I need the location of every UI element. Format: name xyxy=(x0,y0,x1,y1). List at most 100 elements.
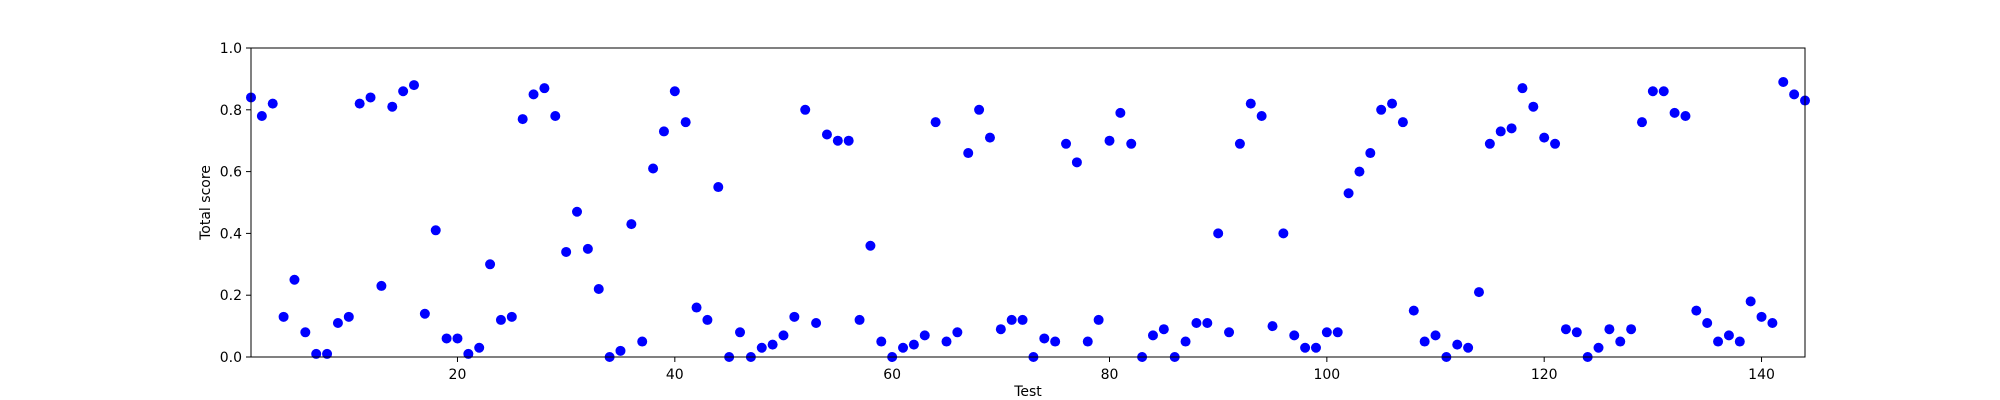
data-point xyxy=(1050,336,1061,347)
data-point xyxy=(1180,336,1191,347)
data-point xyxy=(713,182,724,193)
data-point xyxy=(1604,324,1615,335)
data-point xyxy=(1506,123,1517,134)
data-point xyxy=(1093,314,1104,325)
data-point xyxy=(1234,138,1245,149)
data-point xyxy=(474,342,485,353)
data-point xyxy=(550,110,561,121)
x-axis-label: Test xyxy=(1013,384,1042,400)
data-point xyxy=(789,311,800,322)
data-point xyxy=(1593,342,1604,353)
data-point xyxy=(1560,324,1571,335)
data-point xyxy=(821,129,832,140)
data-point xyxy=(441,333,452,344)
data-point xyxy=(963,148,974,159)
data-point xyxy=(865,240,876,251)
data-point xyxy=(1626,324,1637,335)
x-tick-label: 100 xyxy=(1313,367,1340,383)
data-point xyxy=(680,117,691,128)
data-point xyxy=(1571,327,1582,338)
data-point xyxy=(311,348,322,359)
data-point xyxy=(658,126,669,137)
data-point xyxy=(1191,318,1202,329)
data-point xyxy=(1539,132,1550,143)
data-point xyxy=(300,327,311,338)
data-point xyxy=(1636,117,1647,128)
data-point xyxy=(1213,228,1224,239)
data-point xyxy=(1158,324,1169,335)
data-point xyxy=(1376,104,1387,115)
data-point xyxy=(876,336,887,347)
data-point xyxy=(278,311,289,322)
data-point xyxy=(365,92,376,103)
axis-ticks: 20 40 60 80 100 120 140 0.0 0.2 0.4 0.6 0.8 1.0 xyxy=(220,41,1775,383)
x-tick-label: 40 xyxy=(666,367,684,383)
data-point xyxy=(1430,330,1441,341)
data-point xyxy=(1484,138,1495,149)
data-point xyxy=(1017,314,1028,325)
data-point xyxy=(1397,117,1408,128)
data-point xyxy=(1321,327,1332,338)
y-tick-label: 0.8 xyxy=(220,103,242,119)
data-point xyxy=(332,318,343,329)
data-point xyxy=(800,104,811,115)
data-point xyxy=(398,86,409,97)
y-tick-label: 0.0 xyxy=(220,350,242,366)
data-point xyxy=(582,243,593,254)
data-point xyxy=(952,327,963,338)
data-point xyxy=(495,314,506,325)
data-point xyxy=(593,284,604,295)
data-points xyxy=(246,76,1810,362)
data-point xyxy=(637,336,648,347)
data-point xyxy=(1408,305,1419,316)
x-tick-label: 20 xyxy=(449,367,467,383)
data-point xyxy=(409,80,420,91)
data-point xyxy=(1691,305,1702,316)
data-point xyxy=(626,219,637,230)
data-point xyxy=(1365,148,1376,159)
data-point xyxy=(256,110,267,121)
data-point xyxy=(419,308,430,319)
data-point xyxy=(322,348,333,359)
data-point xyxy=(1495,126,1506,137)
data-point xyxy=(1463,342,1474,353)
data-point xyxy=(669,86,680,97)
data-point xyxy=(1061,138,1072,149)
data-point xyxy=(1713,336,1724,347)
data-point xyxy=(1658,86,1669,97)
data-point xyxy=(1669,107,1680,118)
data-point xyxy=(1104,135,1115,146)
data-point xyxy=(1680,110,1691,121)
data-point xyxy=(778,330,789,341)
data-point xyxy=(1756,311,1767,322)
data-point xyxy=(452,333,463,344)
y-tick-label: 0.2 xyxy=(220,288,242,304)
data-point xyxy=(908,339,919,350)
data-point xyxy=(539,83,550,94)
data-point xyxy=(1702,318,1713,329)
y-tick-label: 1.0 xyxy=(220,41,242,57)
data-point xyxy=(702,314,713,325)
data-point xyxy=(343,311,354,322)
data-point xyxy=(1734,336,1745,347)
data-point xyxy=(1006,314,1017,325)
data-point xyxy=(930,117,941,128)
plot-frame xyxy=(250,47,1806,358)
data-point xyxy=(1115,107,1126,118)
data-point xyxy=(756,342,767,353)
data-point xyxy=(691,302,702,313)
data-point xyxy=(1278,228,1289,239)
x-tick-label: 60 xyxy=(883,367,901,383)
data-point xyxy=(1387,98,1398,109)
x-tick-label: 120 xyxy=(1531,367,1558,383)
y-tick-label: 0.4 xyxy=(220,226,242,242)
data-point xyxy=(1778,76,1789,87)
data-point xyxy=(1745,296,1756,307)
data-point xyxy=(843,135,854,146)
data-point xyxy=(1343,188,1354,199)
data-point xyxy=(1039,333,1050,344)
data-point xyxy=(941,336,952,347)
x-tick-label: 80 xyxy=(1101,367,1119,383)
x-tick-label: 140 xyxy=(1748,367,1775,383)
